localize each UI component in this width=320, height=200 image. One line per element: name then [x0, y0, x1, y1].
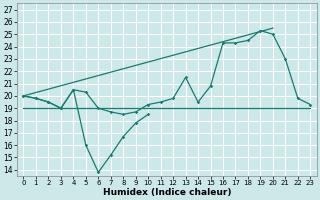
X-axis label: Humidex (Indice chaleur): Humidex (Indice chaleur): [103, 188, 231, 197]
